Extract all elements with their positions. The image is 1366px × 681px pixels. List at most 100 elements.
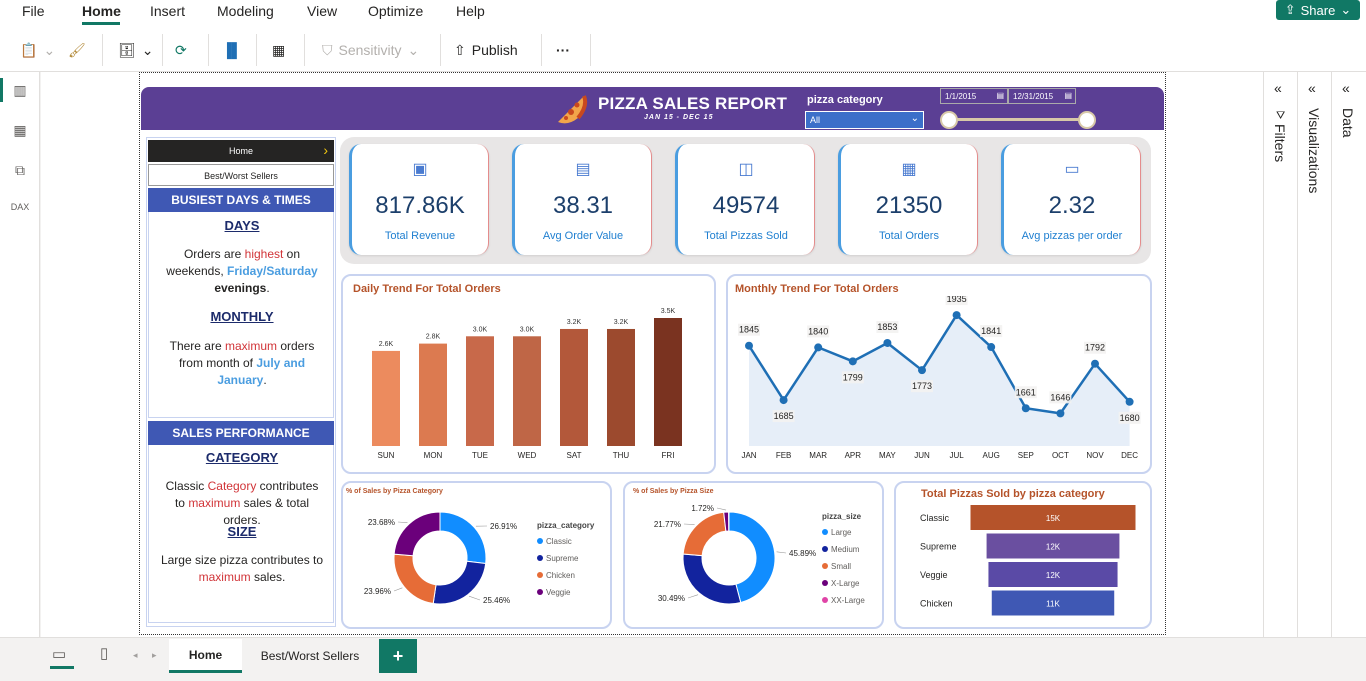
pizzas-by-category-title: Total Pizzas Sold by pizza category xyxy=(921,488,1105,500)
category-slicer-dropdown[interactable]: All ⌄ xyxy=(805,111,924,129)
monthly-point xyxy=(918,366,926,375)
donut-data-label: 30.49% xyxy=(658,594,685,603)
kpi-value: 38.31 xyxy=(552,192,614,219)
dax-query-icon[interactable]: DAX xyxy=(10,202,30,212)
kpi-card-avg-order-value[interactable]: ▤ 38.31 Avg Order Value xyxy=(512,144,652,255)
kpi-value: 49574 xyxy=(712,192,780,219)
page-tab-best-worst-sellers[interactable]: Best/Worst Sellers xyxy=(260,649,360,663)
new-measure-button[interactable]: ▦ xyxy=(272,37,285,63)
donut-legend-label: XX-Large xyxy=(831,596,865,605)
monthly-point xyxy=(745,341,753,350)
daily-bar-label: 2.8K xyxy=(426,334,441,341)
publish-label: Publish xyxy=(471,42,518,58)
donut-legend-title: pizza_size xyxy=(822,512,862,521)
busiest-days-body: DAYS Orders are highest on weekends, Fri… xyxy=(148,212,334,418)
monthly-axis-label: AUG xyxy=(983,451,1000,460)
monthly-point xyxy=(952,311,961,320)
collapse-data-icon[interactable]: « xyxy=(1342,80,1350,96)
kpi-label: Total Revenue xyxy=(384,230,456,242)
donut-legend-label: Medium xyxy=(831,545,860,554)
desktop-layout-icon[interactable]: ▭ xyxy=(52,646,67,663)
funnel-bar-label: 12K xyxy=(1046,543,1061,552)
daily-bar-label: 3.2K xyxy=(567,319,582,326)
donut-legend-marker xyxy=(822,597,828,603)
prev-page-icon[interactable]: ◂ xyxy=(133,650,138,660)
toolbar-separator xyxy=(256,34,257,66)
monthly-trend-chart: 1845 JAN 1685 FEB 1840 MAR 1799 APR 1853 MAY 1773 J… xyxy=(738,296,1141,460)
monthly-label-bg xyxy=(772,410,795,423)
date-end-input[interactable]: 12/31/2015 ▤ xyxy=(1008,88,1076,104)
donut-data-label: 45.89% xyxy=(789,549,816,558)
menu-optimize[interactable]: Optimize xyxy=(368,3,424,19)
donut-data-label: 23.68% xyxy=(368,518,395,527)
report-view-icon[interactable]: ▥ xyxy=(13,82,27,98)
category-slicer-label: pizza category xyxy=(807,94,883,106)
menu-home[interactable]: Home xyxy=(82,3,121,19)
report-title: PIZZA SALES REPORT xyxy=(598,94,788,113)
monthly-label-bg xyxy=(1118,411,1141,424)
daily-bar xyxy=(560,328,588,446)
add-page-button[interactable]: + xyxy=(379,639,417,673)
donut-slice xyxy=(393,511,441,557)
kpi-card-total-revenue[interactable]: ▣ 817.86K Total Revenue xyxy=(349,144,489,255)
sales-by-size-card[interactable] xyxy=(623,481,884,629)
menu-insert[interactable]: Insert xyxy=(150,3,186,19)
donut-legend-marker xyxy=(822,529,828,535)
daily-bar xyxy=(466,336,494,446)
shield-icon: ⛉ xyxy=(322,41,333,58)
daily-trend-title: Daily Trend For Total Orders xyxy=(353,283,501,295)
date-range-start-handle[interactable] xyxy=(940,111,958,129)
funnel-bar xyxy=(991,590,1115,616)
sensitivity-button[interactable]: ⛉ Sensitivity ⌄ xyxy=(322,37,419,63)
size-text: Large size pizza contributes to maximum … xyxy=(160,553,324,584)
mobile-layout-icon[interactable]: ▯ xyxy=(100,645,109,662)
collapse-filters-icon[interactable]: « xyxy=(1274,80,1282,96)
menu-file[interactable]: File xyxy=(22,3,45,19)
paste-button[interactable]: 📋 ⌄ xyxy=(20,37,55,63)
more-options-button[interactable]: ··· xyxy=(556,42,570,58)
kpi-label: Total Pizzas Sold xyxy=(704,230,788,242)
daily-axis-label: SAT xyxy=(567,451,582,460)
donut-legend-label: Classic xyxy=(546,537,572,546)
view-rail xyxy=(0,72,40,637)
next-page-icon[interactable]: ▸ xyxy=(152,650,157,660)
kpi-card-total-orders[interactable]: ▦ 21350 Total Orders xyxy=(838,144,978,255)
get-data-button[interactable]: 🗄 ⌄ xyxy=(118,37,154,63)
menu-help[interactable]: Help xyxy=(456,3,485,19)
funnel-bar-label: 12K xyxy=(1046,571,1061,580)
funnel-bar-label: 15K xyxy=(1046,514,1061,523)
receipt-icon: ▤ xyxy=(575,161,591,178)
visualizations-pane[interactable]: « Visualizations xyxy=(1297,72,1331,637)
chevron-right-icon: › xyxy=(323,142,328,158)
new-visual-button[interactable]: ▐▌ xyxy=(222,37,242,63)
share-button[interactable]: ⇪ Share ⌄ xyxy=(1276,0,1360,20)
kpi-card-total-pizzas-sold[interactable]: ◫ 49574 Total Pizzas Sold xyxy=(675,144,815,255)
date-end-value: 12/31/2015 xyxy=(1013,92,1054,101)
date-range-track xyxy=(948,118,1088,121)
page-tab-home[interactable]: Home xyxy=(169,639,242,673)
menu-view[interactable]: View xyxy=(307,3,338,19)
filters-pane[interactable]: « ⛛ Filters xyxy=(1263,72,1297,637)
chevron-down-icon: ⌄ xyxy=(43,41,56,58)
monthly-label-bg xyxy=(841,371,864,384)
sales-by-category-chart: 26.91% 25.46% 23.96% 23.68% pizza_category Cl… xyxy=(364,511,595,605)
nav-home-button[interactable]: Home › xyxy=(148,140,334,162)
data-pane[interactable]: « Data xyxy=(1331,72,1365,637)
donut-data-label: 23.96% xyxy=(364,587,391,596)
pizza-box-icon: ◫ xyxy=(738,161,754,178)
kpi-card-avg-pizzas-per-order[interactable]: ▭ 2.32 Avg pizzas per order xyxy=(1001,144,1141,255)
model-view-icon[interactable]: ⧉ xyxy=(15,162,25,178)
table-view-icon[interactable]: ▦ xyxy=(13,122,27,138)
menu-modeling[interactable]: Modeling xyxy=(217,3,274,19)
refresh-button[interactable]: ⟳ xyxy=(175,37,187,63)
date-start-input[interactable]: 1/1/2015 ▤ xyxy=(940,88,1008,104)
nav-best-worst-button[interactable]: Best/Worst Sellers xyxy=(148,164,334,186)
collapse-visualizations-icon[interactable]: « xyxy=(1308,80,1316,96)
donut-legend-marker xyxy=(537,572,543,578)
date-range-end-handle[interactable] xyxy=(1078,111,1096,129)
clipboard-icon: 📋 xyxy=(20,41,38,58)
publish-button[interactable]: ⇧ Publish xyxy=(454,37,518,63)
daily-axis-label: MON xyxy=(424,451,443,460)
category-subheading: CATEGORY xyxy=(205,450,279,465)
format-painter-button[interactable]: 🖌 xyxy=(68,37,86,63)
